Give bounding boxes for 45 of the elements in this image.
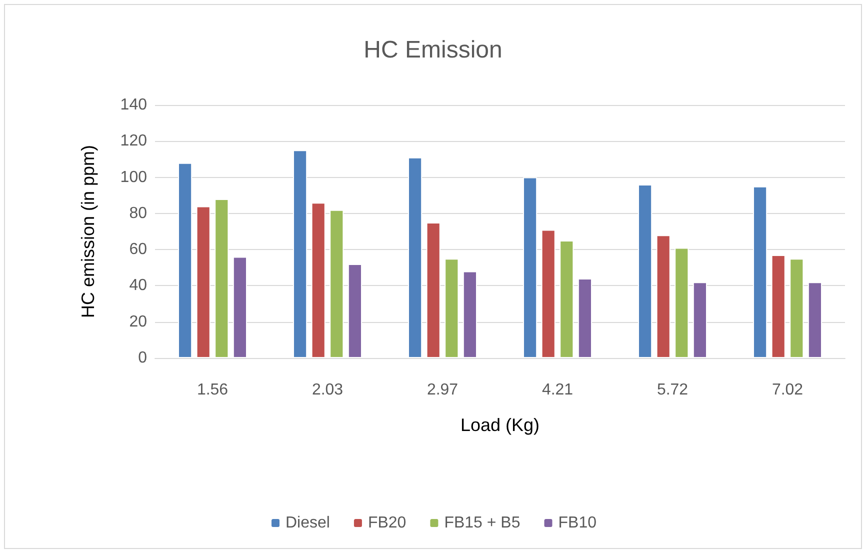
x-axis-title: Load (Kg) [460,415,540,435]
y-tick-label: 40 [129,277,148,294]
bar [311,202,326,358]
bar [408,157,422,358]
y-tick-label: 60 [129,241,148,258]
y-axis-title: HC emission (in ppm) [78,144,98,318]
y-tick-label: 120 [120,132,148,150]
bar [753,186,768,358]
y-tick-label: 140 [120,96,148,114]
legend-label: Diesel [286,514,330,532]
bar [426,222,440,358]
bar [293,150,308,358]
x-tick-label: 4.21 [542,382,574,398]
y-tick-label: 0 [138,350,148,366]
legend-label: FB20 [368,514,406,532]
y-tick-label: 100 [120,168,148,186]
bar [578,278,592,358]
bar [692,282,707,358]
x-tick-label: 5.72 [656,382,688,398]
bar [462,271,477,358]
legend-label: FB15 + B5 [444,514,520,532]
bar [330,210,344,358]
bar [674,248,689,358]
legend-label: FB10 [558,514,597,532]
y-tick-label: 20 [129,313,148,330]
bar [348,264,362,358]
bar [638,184,652,358]
bar [790,258,804,358]
bar [178,162,192,358]
bar [444,258,459,358]
x-tick-label: 7.02 [772,382,804,398]
x-tick-label: 2.03 [312,382,344,398]
bar [214,198,229,358]
bar [808,282,822,358]
bar [541,230,556,358]
bar [196,206,210,358]
y-tick-label: 80 [129,204,148,222]
bar [560,240,574,358]
x-tick-label: 2.97 [426,382,458,398]
chart-title: HC Emission [364,36,502,64]
bar [771,254,786,358]
bar [523,177,538,358]
bar [656,235,670,358]
bar [232,256,247,358]
x-tick-label: 1.56 [196,382,228,398]
